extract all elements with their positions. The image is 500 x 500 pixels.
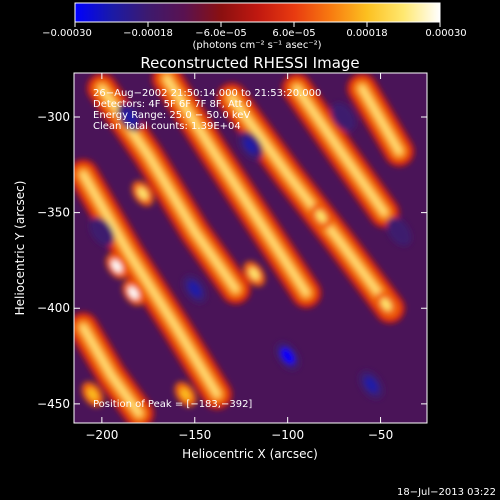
annotation-block: 26−Aug−2002 21:50:14.000 to 21:53:20.000… [93, 88, 321, 132]
y-tick-label: −300 [37, 110, 70, 124]
footer-timestamp: 18−Jul−2013 03:22 [397, 487, 496, 498]
colorbar-ticks: −0.00030 −0.00018 −6.0e−05 6.0e−05 0.00018 0.… [42, 22, 467, 39]
y-tick-label: −450 [37, 397, 70, 411]
colorbar-unit-label: (photons cm⁻² s⁻¹ asec⁻²) [192, 40, 321, 51]
emission-spot-core [249, 267, 260, 280]
colorbar-tick-label: 6.0e−05 [272, 28, 315, 39]
annotation-line: 26−Aug−2002 21:50:14.000 to 21:53:20.000 [93, 88, 321, 99]
chart-title: Reconstructed RHESSI Image [140, 54, 359, 72]
annotation-line: Energy Range: 25.0 − 50.0 keV [93, 110, 250, 121]
colorbar-tick-label: −0.00018 [123, 28, 173, 39]
emission-spot-core [111, 259, 122, 273]
x-tick-label: −50 [368, 428, 393, 442]
negative-region-core [243, 137, 258, 154]
peak-position-label: Position of Peak = [−183,−392] [93, 399, 252, 410]
emission-spot-core [315, 210, 327, 223]
colorbar-tick-label: −6.0e−05 [195, 28, 247, 39]
plot-image [74, 73, 427, 423]
emission-ridge [164, 76, 309, 296]
colorbar [74, 2, 441, 23]
negative-region-core [123, 109, 137, 125]
y-tick-label: −400 [37, 301, 70, 315]
annotation-line: Clean Total counts: 1.39E+04 [93, 121, 241, 132]
emission-ridge [80, 171, 220, 397]
negative-region-core [188, 281, 202, 298]
x-tick-label: −100 [271, 428, 304, 442]
colorbar-tick-label: 0.00030 [425, 28, 466, 39]
colorbar-tick-label: −0.00030 [42, 28, 92, 39]
negative-region-core [336, 109, 350, 125]
negative-region-core [364, 376, 378, 393]
colorbar-tick-label: 0.00018 [346, 28, 387, 39]
plot-frame [73, 72, 428, 424]
x-axis-label: Heliocentric X (arcsec) [182, 447, 318, 461]
negative-region-core [281, 348, 295, 364]
annotation-line: Detectors: 4F 5F 6F 7F 8F, Att 0 [93, 99, 252, 110]
emission-spot-core [137, 187, 148, 200]
emission-ridge [294, 85, 387, 216]
emission-spot-core [380, 298, 392, 311]
y-tick-label: −350 [37, 206, 70, 220]
x-tick-label: −200 [85, 428, 118, 442]
emission-spot-core [180, 388, 191, 401]
emission-spot-core [87, 388, 98, 401]
negative-region-core [95, 223, 109, 240]
negative-region-core [392, 223, 406, 240]
emission-ridge [359, 85, 402, 154]
emission-spot-core [128, 286, 139, 300]
x-tick-label: −150 [178, 428, 211, 442]
y-axis-label: Heliocentric Y (arcsec) [13, 181, 27, 316]
axis-ticks: −200 −150 −100 −50 −300 −350 −400 −450 [37, 73, 427, 442]
emission-ridge [80, 324, 142, 416]
